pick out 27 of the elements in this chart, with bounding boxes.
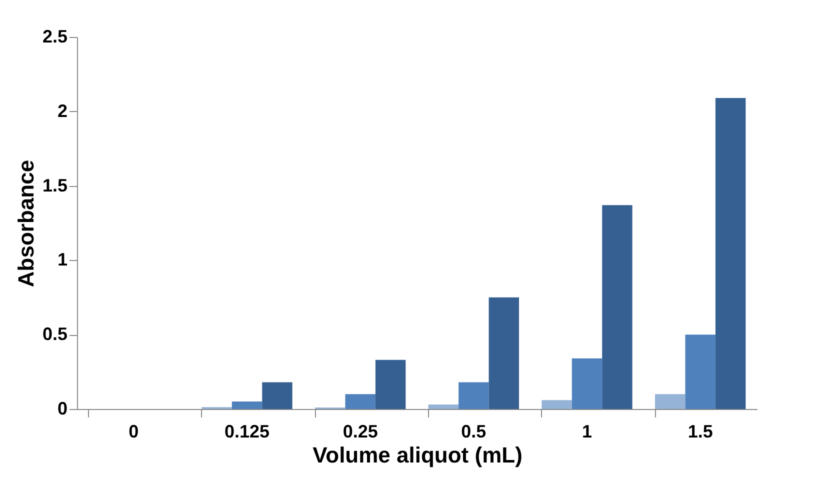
x-tick-label: 0.5 <box>461 422 486 442</box>
y-tick-label: 0.5 <box>42 324 68 344</box>
bar <box>375 360 406 409</box>
y-tick-label: 1.5 <box>42 175 68 196</box>
x-tick-label: 0.125 <box>224 422 270 442</box>
y-tick-label: 0 <box>57 398 68 418</box>
x-axis-title: Volume aliquot (mL) <box>312 442 522 468</box>
bar <box>572 358 602 409</box>
x-tick-label: 1 <box>582 422 592 442</box>
bar <box>428 404 459 409</box>
bar <box>602 205 632 409</box>
x-tick-label: 0.25 <box>342 422 378 442</box>
bar <box>488 297 519 409</box>
y-axis-title: Absorbance <box>13 160 38 288</box>
bar <box>655 394 686 409</box>
bar <box>458 382 489 409</box>
y-tick-label: 1 <box>57 250 68 270</box>
bar <box>715 98 746 409</box>
bar <box>262 382 292 409</box>
bar <box>685 334 716 409</box>
x-tick-label: 1.5 <box>688 422 713 442</box>
y-tick-label: 2 <box>57 100 68 121</box>
bar <box>232 402 262 409</box>
bar <box>542 400 572 409</box>
bar <box>345 394 376 409</box>
y-tick-label: 2.5 <box>42 26 68 46</box>
x-tick-label: 0 <box>128 422 139 442</box>
